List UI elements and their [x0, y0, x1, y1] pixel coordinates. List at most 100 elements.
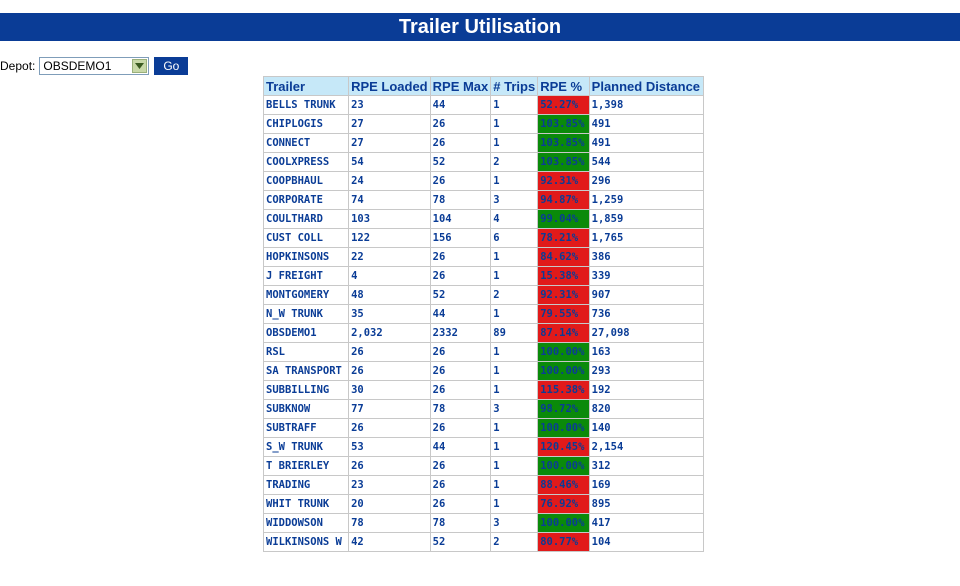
cell-planned-distance: 895 [588, 494, 705, 514]
cell-rpe-pct: 100.00% [537, 342, 590, 362]
cell-trailer: TRADING [262, 475, 350, 495]
cell-rpe-max: 26 [429, 456, 492, 476]
table-row: OBSDEMO1 2,032 2332 89 87.14% 27,098 [262, 323, 705, 343]
cell-planned-distance: 491 [588, 133, 705, 153]
cell-trips: 1 [490, 114, 539, 134]
cell-rpe-pct: 76.92% [537, 494, 590, 514]
cell-rpe-max: 52 [429, 285, 492, 305]
cell-rpe-pct: 80.77% [537, 532, 590, 552]
column-header-rpe-pct: RPE % [537, 76, 590, 96]
cell-rpe-loaded: 20 [348, 494, 431, 514]
cell-rpe-loaded: 74 [348, 190, 431, 210]
cell-planned-distance: 104 [588, 532, 705, 552]
depot-label: Depot: [0, 59, 36, 73]
cell-trailer: BELLS TRUNK [262, 95, 350, 115]
cell-rpe-loaded: 42 [348, 532, 431, 552]
cell-rpe-loaded: 4 [348, 266, 431, 286]
table-row: T BRIERLEY 26 26 1 100.00% 312 [262, 456, 705, 476]
cell-rpe-loaded: 103 [348, 209, 431, 229]
cell-rpe-pct: 100.00% [537, 361, 590, 381]
cell-trips: 2 [490, 532, 539, 552]
cell-rpe-pct: 92.31% [537, 171, 590, 191]
cell-trips: 1 [490, 361, 539, 381]
cell-trailer: CHIPLOGIS [262, 114, 350, 134]
cell-rpe-pct: 100.00% [537, 513, 590, 533]
cell-trips: 1 [490, 266, 539, 286]
cell-trips: 1 [490, 494, 539, 514]
cell-planned-distance: 1,398 [588, 95, 705, 115]
cell-trailer: CONNECT [262, 133, 350, 153]
table-row: COOLXPRESS 54 52 2 103.85% 544 [262, 152, 705, 172]
cell-trailer: WILKINSONS W [262, 532, 350, 552]
cell-rpe-pct: 115.38% [537, 380, 590, 400]
table-row: WIDDOWSON 78 78 3 100.00% 417 [262, 513, 705, 533]
cell-planned-distance: 386 [588, 247, 705, 267]
cell-rpe-max: 26 [429, 247, 492, 267]
cell-rpe-pct: 94.87% [537, 190, 590, 210]
cell-trailer: WIDDOWSON [262, 513, 350, 533]
cell-trips: 1 [490, 171, 539, 191]
page-title: Trailer Utilisation [0, 13, 960, 41]
cell-trailer: CUST COLL [262, 228, 350, 248]
cell-rpe-loaded: 27 [348, 133, 431, 153]
cell-trips: 6 [490, 228, 539, 248]
cell-rpe-pct: 84.62% [537, 247, 590, 267]
table-row: N_W TRUNK 35 44 1 79.55% 736 [262, 304, 705, 324]
cell-trailer: S_W TRUNK [262, 437, 350, 457]
cell-trailer: COOPBHAUL [262, 171, 350, 191]
cell-trailer: COULTHARD [262, 209, 350, 229]
table-row: WHIT TRUNK 20 26 1 76.92% 895 [262, 494, 705, 514]
cell-trips: 1 [490, 456, 539, 476]
cell-rpe-loaded: 27 [348, 114, 431, 134]
cell-planned-distance: 1,859 [588, 209, 705, 229]
cell-planned-distance: 491 [588, 114, 705, 134]
trailer-utilisation-table: Trailer RPE Loaded RPE Max # Trips RPE %… [262, 76, 705, 552]
cell-planned-distance: 293 [588, 361, 705, 381]
cell-trips: 2 [490, 285, 539, 305]
cell-rpe-loaded: 53 [348, 437, 431, 457]
cell-trips: 4 [490, 209, 539, 229]
go-button[interactable]: Go [154, 57, 189, 75]
cell-planned-distance: 312 [588, 456, 705, 476]
depot-selected-value: OBSDEMO1 [43, 59, 112, 73]
cell-rpe-max: 44 [429, 95, 492, 115]
table-row: RSL 26 26 1 100.00% 163 [262, 342, 705, 362]
table-row: BELLS TRUNK 23 44 1 52.27% 1,398 [262, 95, 705, 115]
cell-rpe-max: 44 [429, 304, 492, 324]
cell-trailer: T BRIERLEY [262, 456, 350, 476]
cell-rpe-max: 26 [429, 361, 492, 381]
table-row: WILKINSONS W 42 52 2 80.77% 104 [262, 532, 705, 552]
cell-rpe-max: 26 [429, 342, 492, 362]
cell-trailer: SUBKNOW [262, 399, 350, 419]
table-row: SUBBILLING 30 26 1 115.38% 192 [262, 380, 705, 400]
table-row: CONNECT 27 26 1 103.85% 491 [262, 133, 705, 153]
cell-rpe-pct: 88.46% [537, 475, 590, 495]
cell-rpe-pct: 120.45% [537, 437, 590, 457]
cell-planned-distance: 169 [588, 475, 705, 495]
chevron-down-icon[interactable] [132, 59, 148, 73]
cell-rpe-pct: 100.00% [537, 456, 590, 476]
column-header-trips: # Trips [490, 76, 539, 96]
cell-rpe-pct: 87.14% [537, 323, 590, 343]
table-row: CUST COLL 122 156 6 78.21% 1,765 [262, 228, 705, 248]
table-row: J FREIGHT 4 26 1 15.38% 339 [262, 266, 705, 286]
cell-rpe-max: 26 [429, 475, 492, 495]
cell-rpe-pct: 98.72% [537, 399, 590, 419]
cell-planned-distance: 27,098 [588, 323, 705, 343]
cell-trailer: SUBTRAFF [262, 418, 350, 438]
cell-rpe-pct: 100.00% [537, 418, 590, 438]
cell-planned-distance: 192 [588, 380, 705, 400]
cell-rpe-loaded: 48 [348, 285, 431, 305]
cell-rpe-max: 26 [429, 266, 492, 286]
cell-rpe-pct: 103.85% [537, 114, 590, 134]
cell-rpe-loaded: 24 [348, 171, 431, 191]
cell-rpe-max: 26 [429, 114, 492, 134]
table-row: SUBTRAFF 26 26 1 100.00% 140 [262, 418, 705, 438]
cell-planned-distance: 140 [588, 418, 705, 438]
cell-rpe-loaded: 26 [348, 361, 431, 381]
cell-planned-distance: 2,154 [588, 437, 705, 457]
cell-trips: 3 [490, 513, 539, 533]
cell-trips: 1 [490, 247, 539, 267]
depot-select[interactable]: OBSDEMO1 [39, 57, 150, 75]
cell-rpe-pct: 99.04% [537, 209, 590, 229]
